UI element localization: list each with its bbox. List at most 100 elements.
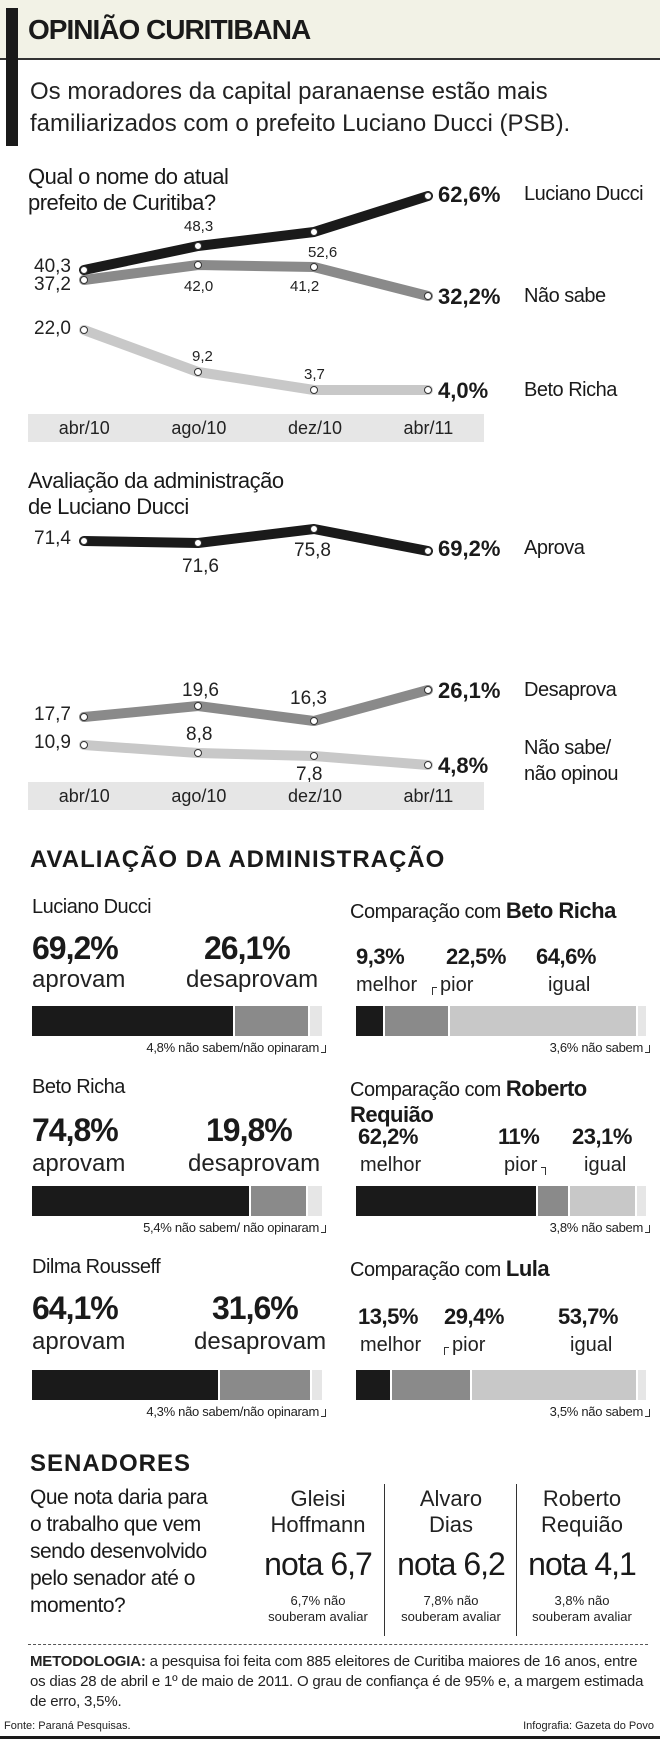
admin-dilma-desaprov: 31,6% [212,1290,299,1326]
bar-segment-pior [536,1186,569,1216]
senadores-section-title: SENADORES [30,1450,192,1477]
chart2-aprova-label-3: 75,8 [294,540,331,561]
admin-section-title: AVALIAÇÃO DA ADMINISTRAÇÃO [30,846,446,873]
x-tick: abr/11 [403,785,454,806]
comp-requiao-pior: 11% [498,1124,540,1149]
bracket-icon [645,1225,650,1233]
chart1-naosabe-label-3: 41,2 [290,278,320,295]
bar-segment-naosabe [635,1186,646,1216]
comp-richa-igual-label: igual [548,974,591,996]
chart2-title: Avaliação da administração de Luciano Du… [28,468,284,519]
infographic-credit: Infografia: Gazeta do Povo [523,1720,654,1732]
comp-requiao-igual-label: igual [584,1154,627,1176]
comp-richa-title: Comparação com Beto Richa [350,898,616,923]
admin-ducci-aprov: 69,2% [32,930,119,966]
page-title: OPINIÃO CURITIBANA [28,14,311,45]
x-tick: ago/10 [171,417,227,438]
chart2-x-axis: abr/10 ago/10 dez/10 abr/11 [28,782,484,810]
admin-dilma-name: Dilma Rousseff [32,1256,161,1278]
bar-segment-igual [469,1370,636,1400]
chart2-aprova-series-label: Aprova [524,537,585,559]
bar-segment-naosabe [306,1186,322,1216]
chart2-desaprova-label-2: 19,6 [182,680,219,701]
comp-lula-pior: 29,4% [444,1304,504,1329]
admin-ducci-desaprov: 26,1% [204,930,291,966]
bar-segment-igual [568,1186,636,1216]
chart2-naosabe-label-2: 8,8 [186,724,213,745]
comp-lula-igual-label: igual [570,1334,613,1356]
senador-alvaro-nota: nota 6,2 [397,1546,506,1582]
comp-lula-note: 3,5% não sabem [356,1404,650,1419]
chart1-naosabe-end-value: 32,2% [438,284,501,309]
chart2-lines [79,524,433,770]
header-accent-bar [6,8,18,146]
chart1-ducci-label-2: 48,3 [184,218,214,235]
admin-dilma-bar [32,1370,322,1400]
chart1-naosabe-series-label: Não sabe [524,285,606,307]
footer-divider [28,1644,648,1645]
x-tick: dez/10 [287,417,342,438]
bracket-icon [444,1347,449,1355]
bar-segment-desaprov [248,1186,307,1216]
senadores-question: Que nota daria para o trabalho que vem s… [30,1486,208,1617]
bracket-icon [432,987,437,995]
senador-requiao: Roberto Requião nota 4,1 3,8% não souber… [520,1486,644,1625]
chart1-naosabe-label-2: 42,0 [184,278,214,295]
comp-richa-melhor-label: melhor [356,974,418,996]
comp-requiao-title: Comparação com Roberto Requião [350,1076,587,1127]
comp-lula-igual: 53,7% [558,1304,618,1329]
senador-gleisi-nota: nota 6,7 [264,1546,373,1582]
chart1-richa-label-1: 22,0 [34,318,71,339]
comp-lula-pior-label: pior [444,1334,485,1357]
chart1-ducci-end-value: 62,6% [438,182,501,207]
x-tick: abr/11 [403,417,454,438]
bracket-icon [321,1409,326,1417]
bottom-rule [0,1736,660,1739]
chart1-richa-end-value: 4,0% [438,378,489,403]
bar-segment-naosabe [635,1006,646,1036]
chart2-aprova-label-1: 71,4 [34,528,71,549]
comp-richa-note: 3,6% não sabem [356,1040,650,1055]
bar-segment-melhor [356,1370,391,1400]
senador-alvaro: Alvaro Dias nota 6,2 7,8% não souberam a… [390,1486,512,1625]
chart1-ducci-series-label: Luciano Ducci [524,183,644,205]
chart1-ducci-label-1: 40,3 [34,256,71,277]
chart2-aprova-label-2: 71,6 [182,556,219,577]
bar-segment-desaprov [217,1370,310,1400]
chart1-richa-series-label: Beto Richa [524,379,617,401]
admin-ducci-name: Luciano Ducci [32,896,152,918]
column-divider [516,1484,517,1636]
x-tick: ago/10 [171,785,227,806]
admin-richa-aprov: 74,8% [32,1112,119,1148]
bar-segment-aprov [32,1186,249,1216]
x-tick: abr/10 [58,785,110,806]
bar-segment-naosabe [635,1370,646,1400]
admin-richa-name: Beto Richa [32,1076,125,1098]
admin-richa-aprov-label: aprovam [32,1150,126,1177]
admin-richa-desaprov: 19,8% [206,1112,293,1148]
x-tick: dez/10 [287,785,342,806]
chart1-x-axis: abr/10 ago/10 dez/10 abr/11 [28,414,484,442]
x-tick: abr/10 [58,417,110,438]
comp-richa-melhor: 9,3% [356,944,405,969]
admin-dilma-note: 4,3% não sabem/não opinaram [32,1404,326,1419]
chart1-naosabe-label-1: 37,2 [34,274,71,295]
admin-richa-desaprov-label: desaprovam [188,1150,321,1177]
bracket-icon [321,1045,326,1053]
chart1-richa-label-3: 3,7 [304,366,325,383]
comp-richa-pior: 22,5% [446,944,506,969]
bracket-icon [645,1045,650,1053]
chart1-lines [79,191,433,395]
chart2-desaprova-series-label: Desaprova [524,679,617,701]
chart2-aprova-end-value: 69,2% [438,536,501,561]
bracket-icon [645,1409,650,1417]
chart1-title: Qual o nome do atual prefeito de Curitib… [28,164,229,215]
admin-dilma-aprov-label: aprovam [32,1328,126,1355]
comp-richa-pior-label: pior [432,974,473,997]
header-bar [0,0,660,60]
bar-segment-aprov [32,1006,233,1036]
admin-dilma-desaprov-label: desaprovam [194,1328,327,1355]
admin-richa-bar [32,1186,322,1216]
chart2-naosabe-label-1: 10,9 [34,732,71,753]
chart2-naosabe-end-value: 4,8% [438,753,489,778]
